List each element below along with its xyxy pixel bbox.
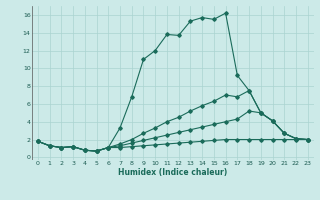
X-axis label: Humidex (Indice chaleur): Humidex (Indice chaleur) bbox=[118, 168, 228, 177]
